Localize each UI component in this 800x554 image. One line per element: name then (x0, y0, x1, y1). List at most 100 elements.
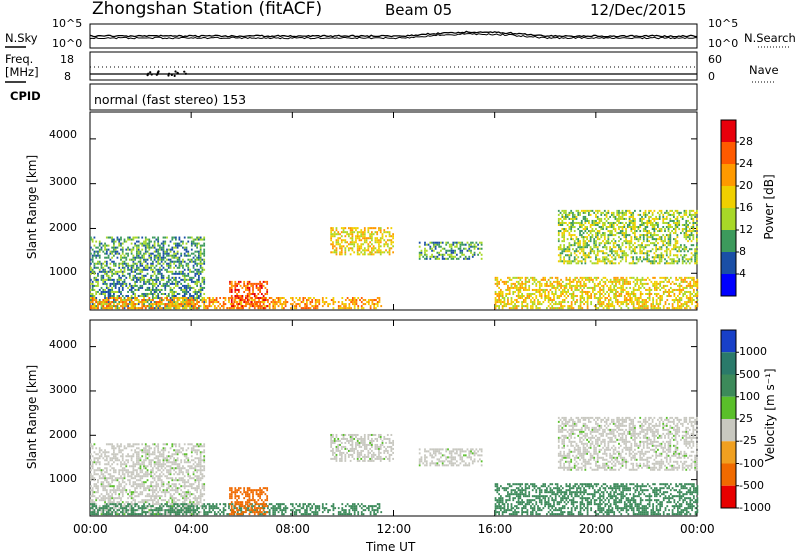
power-echo-cell (102, 282, 105, 285)
power-echo-cell (682, 280, 685, 283)
power-echo-cell (340, 239, 343, 242)
power-echo-cell (538, 280, 541, 283)
power-echo-cell (669, 252, 672, 255)
power-echo-cell (162, 244, 165, 247)
power-echo-cell (595, 246, 597, 249)
power-echo-cell (102, 244, 105, 247)
power-echo-cell (623, 217, 626, 220)
power-echo-cell (190, 240, 193, 243)
power-echo-cell (609, 248, 612, 251)
velocity-echo-cell (98, 505, 101, 508)
power-echo-cell (627, 294, 630, 298)
power-echo-cell (584, 221, 587, 224)
power-echo-cell (630, 221, 633, 224)
power-echo-cell (609, 250, 612, 253)
velocity-echo-cell (111, 479, 114, 482)
power-echo-cell (528, 286, 531, 289)
power-echo-cell (335, 249, 338, 252)
power-echo-cell (199, 260, 202, 263)
power-echo-cell (561, 250, 564, 253)
power-echo-cell (662, 226, 665, 229)
power-echo-cell (667, 213, 670, 216)
power-echo-cell (551, 282, 554, 285)
power-echo-cell (557, 223, 560, 227)
power-echo-cell (554, 286, 557, 289)
power-echo-cell (192, 256, 195, 259)
power-echo-cell (494, 278, 497, 281)
power-echo-cell (561, 219, 564, 222)
power-echo-cell (635, 246, 638, 249)
power-echo-cell (107, 303, 110, 306)
power-echo-cell (222, 307, 225, 310)
power-echo-cell (234, 284, 237, 287)
power-echo-cell (330, 251, 333, 254)
power-echo-cell (196, 284, 198, 287)
power-echo-cell (185, 254, 188, 257)
power-echo-cell (605, 215, 608, 218)
power-echo-cell (503, 305, 506, 308)
power-echo-cell (127, 238, 129, 241)
power-echo-cell (150, 299, 152, 302)
power-echo-cell (611, 213, 613, 216)
power-echo-cell (569, 292, 571, 295)
power-echo-cell (173, 256, 175, 259)
power-echo-cell (623, 252, 626, 255)
power-echo-cell (628, 211, 631, 214)
power-echo-cell (205, 307, 207, 310)
power-echo-cell (182, 307, 184, 310)
power-echo-cell (194, 288, 197, 291)
power-echo-cell (302, 299, 305, 302)
power-echo-cell (549, 307, 552, 310)
power-echo-cell (355, 227, 357, 230)
power-echo-cell (665, 252, 668, 255)
power-echo-cell (568, 256, 571, 259)
power-echo-cell (603, 236, 606, 239)
velocity-echo-cell (90, 459, 92, 462)
power-echo-cell (183, 248, 186, 251)
power-echo-cell (376, 249, 379, 252)
power-echo-cell (544, 278, 547, 281)
power-echo-cell (247, 301, 250, 304)
power-echo-cell (151, 278, 154, 281)
power-echo-cell (302, 307, 305, 310)
velocity-echo-cell (105, 509, 108, 512)
power-echo-cell (662, 234, 665, 237)
power-echo-cell (337, 243, 340, 246)
power-echo-cell (164, 305, 167, 308)
power-echo-cell (102, 301, 105, 304)
power-echo-cell (150, 256, 152, 259)
power-echo-cell (344, 239, 347, 242)
power-echo-cell (155, 278, 158, 281)
power-echo-cell (455, 241, 458, 244)
power-echo-cell (360, 233, 363, 236)
power-echo-cell (512, 276, 515, 279)
power-echo-cell (593, 230, 596, 233)
power-echo-cell (340, 231, 343, 234)
power-echo-cell (680, 211, 682, 214)
power-echo-cell (531, 301, 534, 304)
power-echo-cell (240, 305, 243, 308)
power-echo-cell (494, 303, 497, 306)
power-echo-cell (148, 254, 151, 257)
power-echo-cell (650, 305, 653, 308)
power-echo-cell (681, 230, 684, 233)
power-echo-cell (579, 280, 582, 283)
power-echo-cell (374, 241, 377, 244)
power-echo-cell (246, 299, 249, 302)
power-echo-cell (542, 278, 545, 281)
power-echo-cell (290, 303, 292, 306)
power-echo-cell (586, 278, 589, 281)
power-echo-cell (590, 301, 593, 304)
power-echo-cell (182, 264, 184, 267)
power-echo-cell (682, 303, 685, 306)
power-echo-cell (332, 251, 334, 254)
velocity-echo-cell (113, 479, 115, 482)
power-echo-cell (111, 268, 114, 271)
power-echo-cell (694, 301, 697, 304)
power-echo-cell (498, 305, 500, 308)
power-echo-cell (192, 252, 195, 255)
power-echo-cell (654, 280, 656, 283)
power-echo-cell (132, 274, 135, 277)
power-echo-cell (230, 282, 233, 285)
power-echo-cell (123, 307, 126, 310)
